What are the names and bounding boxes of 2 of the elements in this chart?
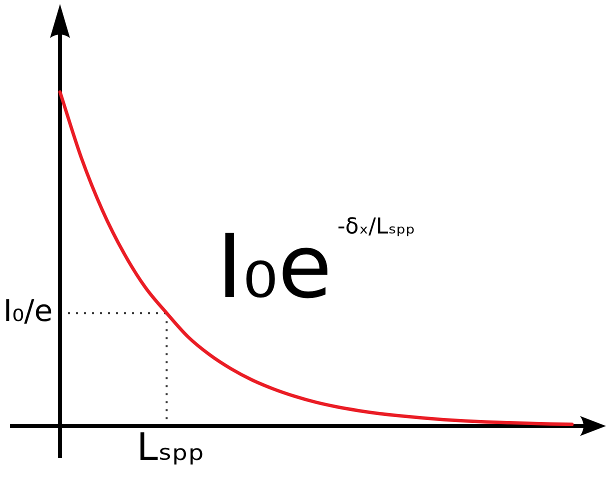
annotation: Lₛₚₚ [136,425,205,469]
ref-line-label: I₀/e [3,294,53,329]
